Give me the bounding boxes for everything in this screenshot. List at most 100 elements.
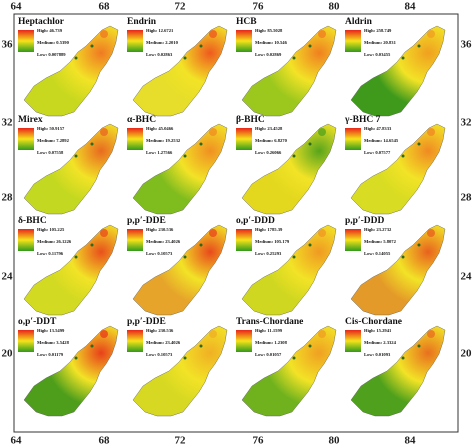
map-region: [350, 325, 446, 417]
legend-high: High: 13.5499: [37, 328, 65, 333]
station: [417, 142, 421, 146]
map-region: [23, 123, 119, 215]
station: [417, 44, 421, 48]
panel-title: Heptachlor: [18, 17, 65, 27]
x-tick-label: 64: [11, 1, 23, 13]
y-tick-label: 36: [461, 39, 473, 51]
panel-title: p,p′-DDE: [127, 317, 166, 327]
station: [74, 356, 78, 360]
hotspot: [209, 330, 217, 338]
y-tick-label: 32: [461, 117, 473, 129]
hotspot: [100, 229, 108, 237]
panel-title: HCB: [236, 17, 257, 27]
legend-high: High: 11.1599: [255, 328, 283, 333]
panel-title: Mirex: [18, 115, 43, 125]
map-region: [132, 325, 228, 417]
legend-medium: Medium: 10.546: [255, 40, 288, 45]
station: [292, 154, 296, 158]
legend-low: Low: 0.007889: [37, 52, 66, 57]
map-region: [241, 325, 337, 417]
legend-low: Low: 1.27566: [146, 150, 173, 155]
map-region: [350, 123, 446, 215]
station: [401, 255, 405, 259]
station: [308, 344, 312, 348]
y-tick-label: 20: [461, 348, 473, 360]
legend-high: High: 46.739: [37, 28, 63, 33]
legend-swatch: [127, 30, 143, 52]
station: [183, 255, 187, 259]
legend-medium: Medium: 23.4026: [146, 239, 181, 244]
legend-high: High: 230.536: [146, 328, 174, 333]
hotspot: [100, 128, 108, 136]
legend-high: High: 105.225: [37, 227, 65, 232]
legend-swatch: [236, 330, 252, 352]
legend-swatch: [18, 229, 34, 251]
legend-swatch: [236, 229, 252, 251]
legend-medium: Medium: 5.8072: [364, 239, 397, 244]
station: [292, 255, 296, 259]
y-tick-label: 32: [2, 117, 14, 129]
legend-low: Low: 0.07577: [364, 150, 391, 155]
frame: [13, 13, 459, 433]
hotspot: [427, 30, 435, 38]
y-tick-label: 24: [461, 271, 473, 283]
station: [417, 344, 421, 348]
map-region: [241, 123, 337, 215]
legend-high: High: 258.749: [364, 28, 392, 33]
y-tick-label: 36: [2, 39, 14, 51]
legend-low: Low: 0.01057: [255, 352, 282, 357]
station: [292, 56, 296, 60]
station: [90, 344, 94, 348]
hotspot: [427, 128, 435, 136]
legend-high: High: 45.0466: [146, 126, 174, 131]
panel-title: o,p′-DDT: [18, 317, 57, 327]
hotspot: [100, 30, 108, 38]
station: [401, 154, 405, 158]
map-region: [350, 224, 446, 316]
hotspot: [318, 128, 326, 136]
station: [308, 243, 312, 247]
legend-medium: Medium: 26.1226: [37, 239, 72, 244]
legend-swatch: [127, 229, 143, 251]
hotspot: [318, 330, 326, 338]
station: [401, 56, 405, 60]
x-tick-label: 72: [175, 1, 187, 13]
panel-title: p,p′-DDE: [127, 216, 166, 226]
x-tick-label: 84: [405, 1, 417, 13]
station: [74, 56, 78, 60]
station: [401, 356, 405, 360]
legend-low: Low: 0.26066: [255, 150, 282, 155]
station: [417, 243, 421, 247]
map-region: [241, 25, 337, 117]
legend-swatch: [18, 128, 34, 150]
hotspot: [318, 229, 326, 237]
hotspot: [209, 128, 217, 136]
panel-title: δ-BHC: [18, 216, 47, 226]
legend-low: Low: 0.10573: [146, 251, 173, 256]
station: [292, 356, 296, 360]
legend-high: High: 50.9157: [37, 126, 65, 131]
panel-title: o,p′-DDD: [236, 216, 275, 226]
legend-low: Low: 0.01179: [37, 352, 64, 357]
legend-swatch: [345, 229, 361, 251]
panel-title: p,p′-DDD: [345, 216, 384, 226]
legend-swatch: [345, 128, 361, 150]
station: [90, 142, 94, 146]
legend-low: Low: 0.03455: [364, 52, 391, 57]
station: [308, 142, 312, 146]
legend-low: Low: 0.11796: [37, 251, 64, 256]
station: [74, 255, 78, 259]
y-tick-label: 28: [461, 192, 473, 204]
station: [199, 243, 203, 247]
panel-title: β-BHC: [236, 115, 265, 125]
station: [199, 44, 203, 48]
legend-medium: Medium: 2.2010: [146, 40, 179, 45]
